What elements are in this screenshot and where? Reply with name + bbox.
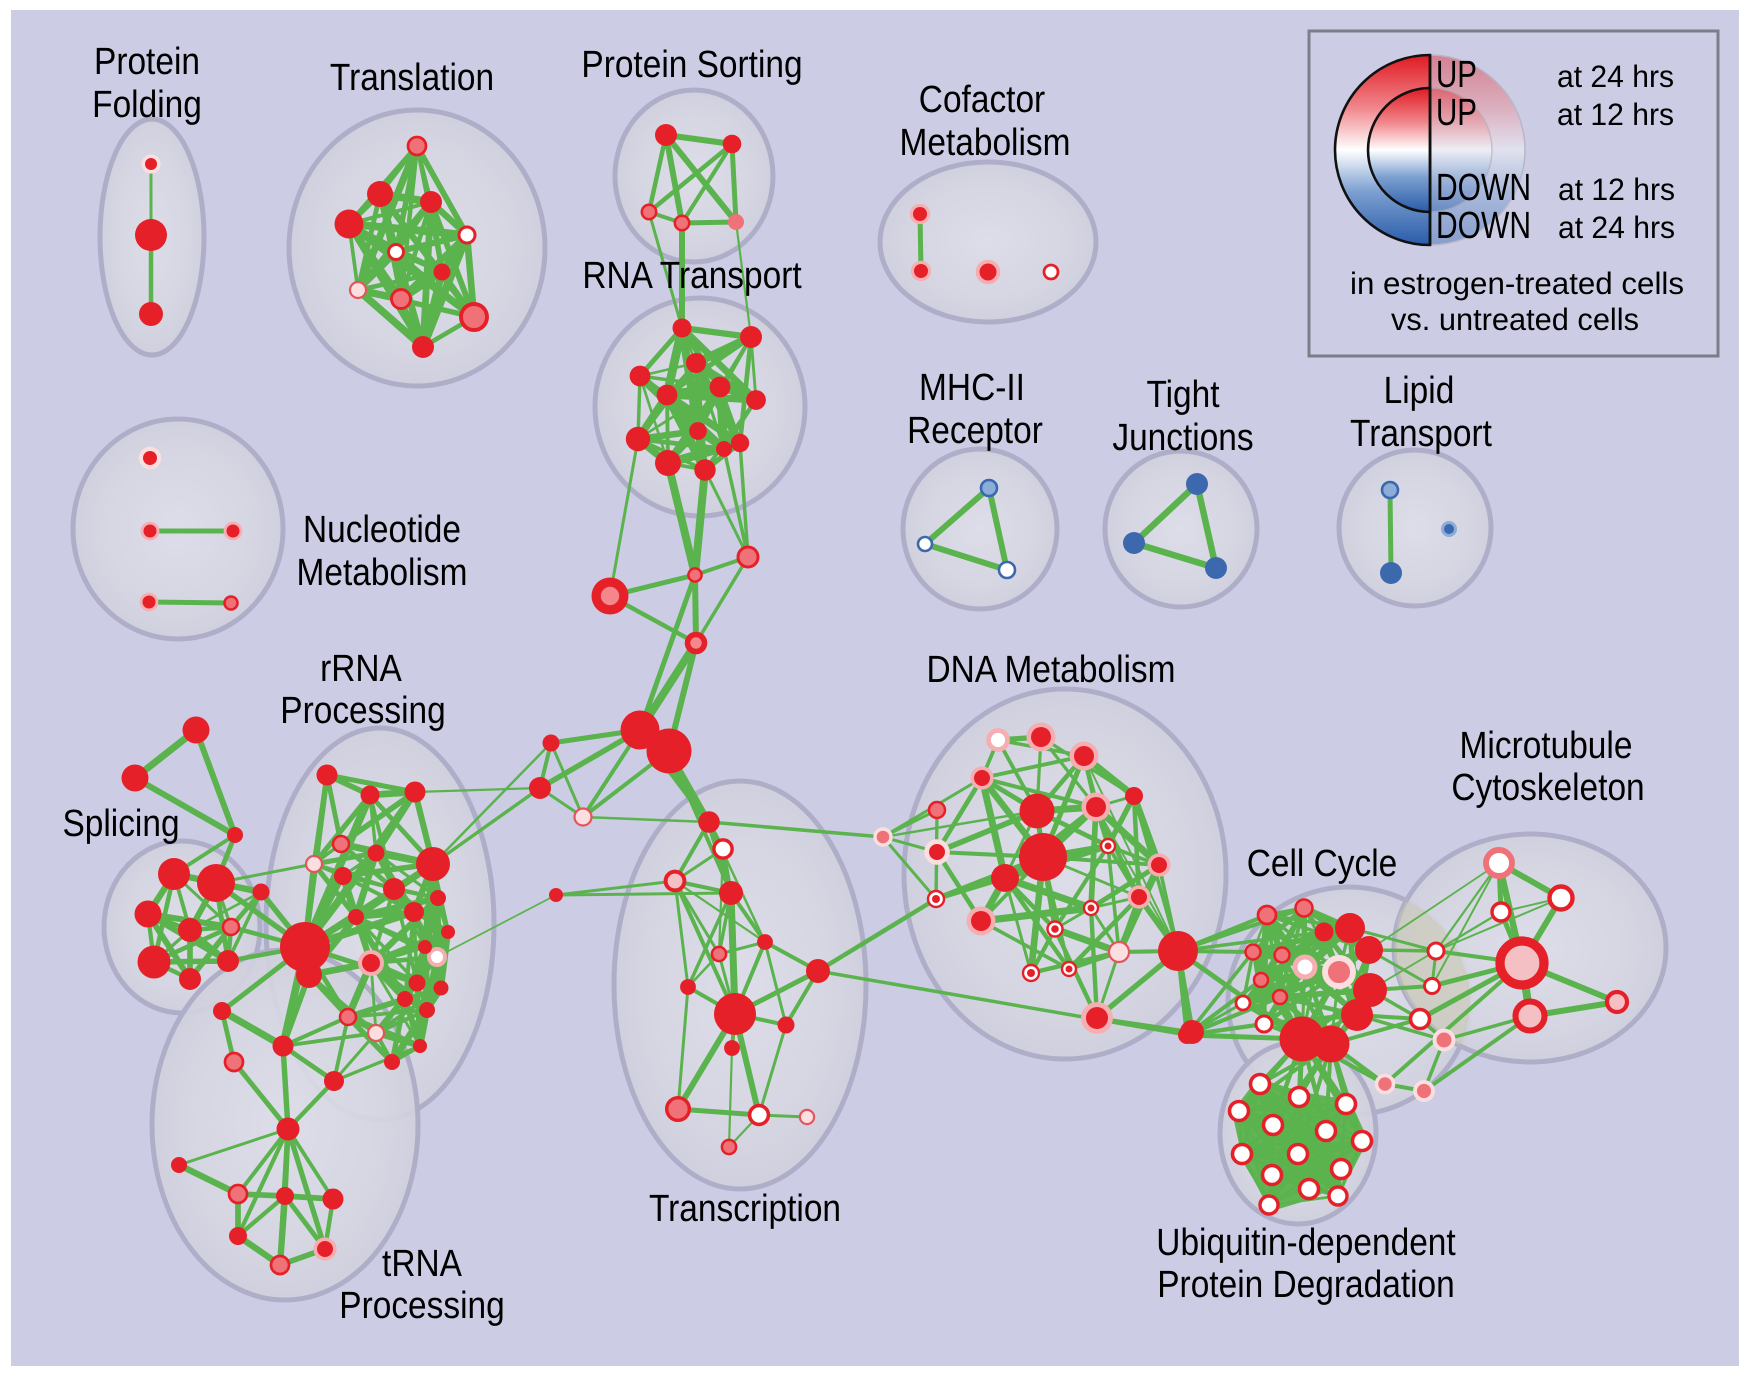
svg-text:Protein Degradation: Protein Degradation xyxy=(1157,1264,1455,1306)
svg-text:Splicing: Splicing xyxy=(62,803,179,845)
svg-text:in estrogen-treated cells: in estrogen-treated cells xyxy=(1350,266,1684,301)
svg-text:tRNA: tRNA xyxy=(382,1243,462,1285)
svg-text:Nucleotide: Nucleotide xyxy=(303,509,461,551)
svg-text:Translation: Translation xyxy=(330,57,494,99)
svg-text:Folding: Folding xyxy=(92,84,202,126)
svg-text:Cell Cycle: Cell Cycle xyxy=(1247,843,1398,885)
svg-text:MHC-II: MHC-II xyxy=(919,367,1025,409)
svg-text:Receptor: Receptor xyxy=(907,410,1043,452)
svg-text:Junctions: Junctions xyxy=(1112,417,1253,459)
svg-text:Ubiquitin-dependent: Ubiquitin-dependent xyxy=(1156,1222,1456,1264)
svg-text:DOWN: DOWN xyxy=(1436,167,1531,209)
svg-text:Cytoskeleton: Cytoskeleton xyxy=(1451,767,1644,809)
svg-text:UP: UP xyxy=(1436,54,1477,96)
svg-text:rRNA: rRNA xyxy=(320,648,402,690)
svg-text:Metabolism: Metabolism xyxy=(900,122,1071,164)
svg-text:at 12 hrs: at 12 hrs xyxy=(1558,172,1675,207)
svg-text:Tight: Tight xyxy=(1146,374,1219,416)
svg-text:at 24 hrs: at 24 hrs xyxy=(1558,210,1675,245)
svg-text:Protein Sorting: Protein Sorting xyxy=(581,44,802,86)
svg-text:Processing: Processing xyxy=(339,1285,504,1327)
svg-text:Microtubule: Microtubule xyxy=(1460,725,1633,767)
svg-text:DOWN: DOWN xyxy=(1436,205,1531,247)
svg-text:at 24 hrs: at 24 hrs xyxy=(1557,59,1674,94)
svg-text:DNA Metabolism: DNA Metabolism xyxy=(927,649,1176,691)
svg-text:at 12 hrs: at 12 hrs xyxy=(1557,97,1674,132)
svg-text:vs. untreated cells: vs. untreated cells xyxy=(1391,302,1639,337)
svg-text:Lipid: Lipid xyxy=(1384,370,1455,412)
svg-text:Processing: Processing xyxy=(280,690,445,732)
svg-text:Protein: Protein xyxy=(94,41,200,83)
svg-text:Transport: Transport xyxy=(1350,413,1492,455)
svg-text:Transcription: Transcription xyxy=(649,1188,841,1230)
svg-text:UP: UP xyxy=(1436,92,1477,134)
svg-text:Cofactor: Cofactor xyxy=(919,79,1046,121)
svg-text:Metabolism: Metabolism xyxy=(297,552,468,594)
svg-text:RNA Transport: RNA Transport xyxy=(582,255,802,297)
